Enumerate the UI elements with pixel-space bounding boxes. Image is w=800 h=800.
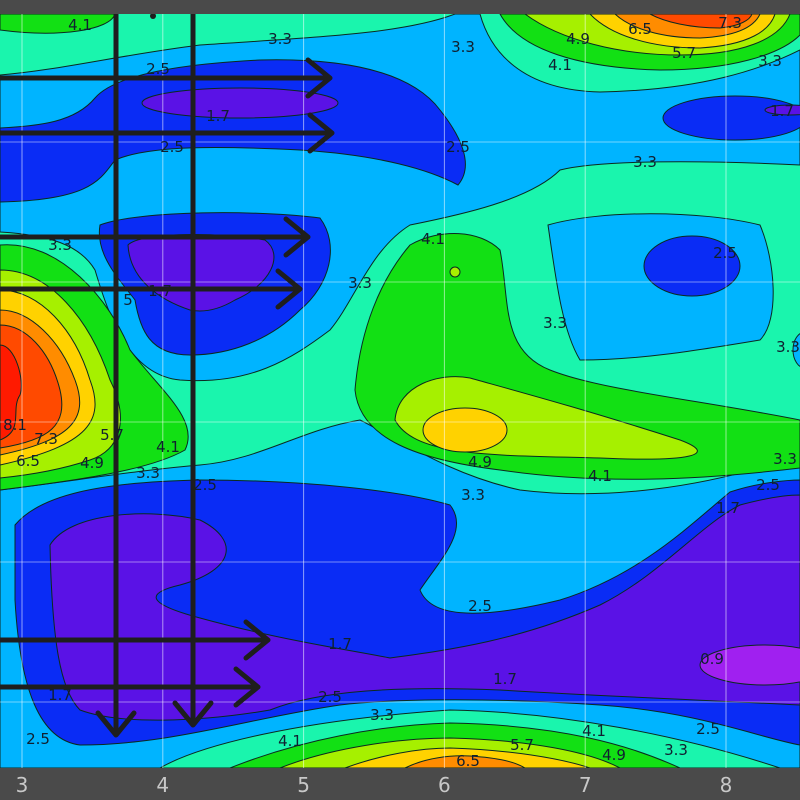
contour-label: 5.7 — [100, 426, 124, 444]
contour-label: 2.5 — [26, 730, 50, 748]
contour-label: 3.3 — [543, 314, 567, 332]
contour-labels: 4.1 3.3 2.5 1.7 2.5 3.3 4.9 6.5 5.7 7.3 4.1 3.3 1.7 2… — [3, 14, 800, 770]
contour-label: 3.3 — [758, 52, 782, 70]
contour-label: 5.7 — [672, 44, 696, 62]
x-axis-ticks: 3 4 5 6 7 8 — [16, 773, 733, 797]
contour-label: 2.5 — [193, 476, 217, 494]
horizontal-arrow — [0, 57, 333, 99]
contour-label: 0.9 — [700, 650, 724, 668]
contour-label: 4.9 — [566, 30, 590, 48]
horizontal-arrow — [0, 112, 335, 154]
contour-label: 3.3 — [664, 741, 688, 759]
contour-label: 1.7 — [770, 102, 794, 120]
contour-label: 4.1 — [548, 56, 572, 74]
arrow-overlay — [0, 14, 335, 738]
contour-label: 2.5 — [696, 720, 720, 738]
contour-label: 7.3 — [34, 430, 58, 448]
contour-label: 8.1 — [3, 416, 27, 434]
horizontal-arrow — [0, 666, 261, 708]
contour-label: 3.3 — [268, 30, 292, 48]
contour-label: 1.7 — [206, 107, 230, 125]
contour-label: 5.7 — [510, 736, 534, 754]
contour-label: 4.1 — [278, 732, 302, 750]
contour-label: 4.9 — [468, 453, 492, 471]
contour-label: 6.5 — [16, 452, 40, 470]
contour-label: 2.5 — [146, 60, 170, 78]
contour-label: 3.3 — [633, 153, 657, 171]
contour-label: 3.3 — [773, 450, 797, 468]
vertical-arrow — [95, 14, 137, 738]
contour-label: 2.5 — [713, 244, 737, 262]
contour-label: 3.3 — [451, 38, 475, 56]
region-4.9-dot — [449, 266, 461, 278]
region-1.7-2.5-right — [643, 235, 741, 297]
x-tick-label: 3 — [16, 773, 29, 797]
x-tick-label: 6 — [438, 773, 451, 797]
contour-label: 1.7 — [493, 670, 517, 688]
contour-label: 7.3 — [718, 14, 742, 32]
region-0.9-1.7-topright — [764, 104, 800, 116]
horizontal-arrow — [0, 619, 271, 661]
region-5.7-center — [422, 407, 508, 453]
contour-label: 4.1 — [582, 722, 606, 740]
x-tick-label: 5 — [297, 773, 310, 797]
contour-label: 3.3 — [136, 464, 160, 482]
contour-label: 3.3 — [370, 706, 394, 724]
contour-label: 4.1 — [588, 467, 612, 485]
region-8.1-left — [0, 344, 22, 441]
contour-label: 4.1 — [421, 230, 445, 248]
vertical-arrow — [172, 14, 214, 728]
contour-label: 2.5 — [160, 138, 184, 156]
contour-label: 4.9 — [602, 746, 626, 764]
contour-label: 3.3 — [776, 338, 800, 356]
contour-label: 2.5 — [318, 688, 342, 706]
contour-label: 3.3 — [48, 236, 72, 254]
region-0.9-1.7-bottom — [49, 494, 800, 721]
marker-dot — [150, 14, 156, 19]
region-2.5-3.3-edge — [792, 333, 800, 367]
x-tick-label: 8 — [720, 773, 733, 797]
contour-label: 4.9 — [80, 454, 104, 472]
contour-label: 4.1 — [68, 16, 92, 34]
contour-label: 4.1 — [156, 438, 180, 456]
contour-label: 3.3 — [348, 274, 372, 292]
contour-label: 6.5 — [628, 20, 652, 38]
region-below-0.9 — [699, 644, 800, 686]
contour-label: 5 — [123, 291, 133, 309]
contour-label: 2.5 — [468, 597, 492, 615]
contour-label: 1.7 — [328, 635, 352, 653]
gridlines — [0, 14, 800, 768]
contour-label: 6.5 — [456, 752, 480, 770]
region-6.5-bottom — [404, 755, 526, 768]
contour-label: 3.3 — [461, 486, 485, 504]
contour-label: 2.5 — [756, 476, 780, 494]
region-1.7-2.5-topright — [662, 95, 800, 141]
contour-label: 1.7 — [716, 499, 740, 517]
x-tick-label: 7 — [579, 773, 592, 797]
contour-label: 1.7 — [48, 686, 72, 704]
horizontal-arrow — [0, 268, 303, 310]
contour-label: 2.5 — [446, 138, 470, 156]
horizontal-arrow — [0, 216, 311, 258]
x-tick-label: 4 — [156, 773, 169, 797]
